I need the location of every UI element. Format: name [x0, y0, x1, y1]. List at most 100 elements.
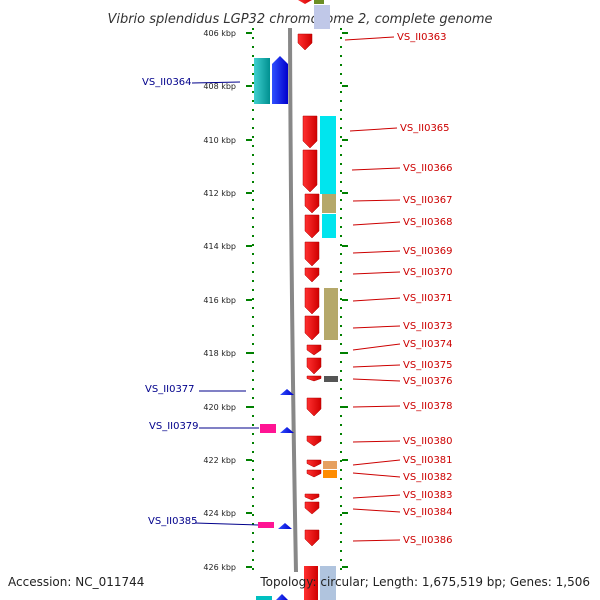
reverse-gene-arrow	[298, 0, 312, 4]
gene-label-leader-line	[352, 325, 401, 329]
gene-label[interactable]: VS_II0373	[403, 321, 453, 332]
forward-gene-arrow	[280, 427, 294, 433]
gene-label[interactable]: VS_II0385	[148, 516, 198, 527]
gene-label-leader-line	[349, 127, 398, 132]
orange-annotation-box	[323, 470, 337, 478]
pink-annotation-box	[260, 424, 276, 433]
gene-label[interactable]: VS_II0383	[403, 490, 453, 501]
gene-label-leader-line	[352, 539, 401, 542]
reverse-gene-arrow	[304, 193, 320, 214]
tick-label: 424 kbp	[203, 509, 236, 518]
reverse-gene-arrow	[304, 241, 320, 267]
reverse-gene-arrow	[306, 375, 322, 382]
reverse-gene-arrow	[304, 566, 318, 600]
tick-label: 422 kbp	[203, 456, 236, 465]
reverse-gene-arrow	[302, 115, 318, 149]
reverse-gene-arrow	[306, 357, 322, 375]
reverse-gene-arrow	[302, 149, 318, 193]
khaki-annotation-box	[324, 288, 338, 340]
gene-label-leader-line	[352, 271, 401, 275]
reverse-gene-arrow	[304, 529, 320, 547]
gene-label-leader-line	[191, 81, 241, 84]
cyan-annotation-box	[322, 214, 336, 238]
gene-label[interactable]: VS_II0375	[403, 360, 453, 371]
tick-label: 420 kbp	[203, 403, 236, 412]
orange-annotation-box	[323, 461, 337, 469]
gene-label[interactable]: VS_II0365	[400, 123, 450, 134]
gene-label-leader-line	[194, 522, 259, 526]
reverse-gene-arrow	[306, 344, 322, 356]
tick-label: 426 kbp	[203, 563, 236, 572]
reverse-gene-arrow	[306, 435, 322, 447]
grey-annotation-box	[320, 566, 336, 600]
gene-label[interactable]: VS_II0370	[403, 267, 453, 278]
reverse-gene-arrow	[306, 397, 322, 417]
gene-label[interactable]: VS_II0386	[403, 535, 453, 546]
gene-label[interactable]: VS_II0364	[142, 77, 192, 88]
tick-label: 418 kbp	[203, 349, 236, 358]
gene-label-leader-line	[352, 297, 401, 302]
gene-label-leader-line	[351, 167, 401, 171]
reverse-gene-arrow	[304, 267, 320, 283]
gene-label[interactable]: VS_II0384	[403, 507, 453, 518]
forward-gene-box	[254, 58, 270, 104]
gene-label-leader-line	[352, 250, 401, 254]
gene-label-leader-line	[352, 494, 401, 499]
gene-label[interactable]: VS_II0368	[403, 217, 453, 228]
gene-labels: VS_II0363 VS_II0364 VS_II0365 VS_II0366 VS_I…	[142, 32, 453, 546]
reverse-gene-arrow	[304, 214, 320, 239]
tick-labels: 406 kbp 408 kbp 410 kbp 412 kbp 414 kbp 416 k…	[203, 29, 348, 572]
gene-label[interactable]: VS_II0379	[149, 421, 199, 432]
gene-label-leader-line	[352, 508, 401, 513]
gene-label-leader-line	[352, 364, 401, 368]
grey-annotation-box	[324, 376, 338, 382]
tick-label: 414 kbp	[203, 242, 236, 251]
gene-label-leader-line	[352, 459, 401, 466]
gene-label-leader-line	[352, 472, 401, 478]
tick-label: 410 kbp	[203, 136, 236, 145]
olive-annotation-box	[314, 0, 324, 4]
gene-label-leader-line	[352, 343, 401, 351]
gene-label-leader-line	[344, 36, 395, 41]
gene-label[interactable]: VS_II0369	[403, 246, 453, 257]
gene-label[interactable]: VS_II0363	[397, 32, 447, 43]
pink-annotation-box	[258, 522, 274, 528]
gene-label[interactable]: VS_II0371	[403, 293, 453, 304]
gene-label-leader-line	[352, 199, 401, 202]
gene-label[interactable]: VS_II0374	[403, 339, 453, 350]
tick-label: 412 kbp	[203, 189, 236, 198]
gene-label-leader-line	[352, 221, 401, 226]
forward-gene-arrow	[278, 523, 292, 529]
tick-label: 408 kbp	[203, 82, 236, 91]
tick-label: 416 kbp	[203, 296, 236, 305]
gene-label[interactable]: VS_II0380	[403, 436, 453, 447]
gene-label[interactable]: VS_II0366	[403, 163, 453, 174]
gene-label-leader-line	[352, 378, 401, 382]
gene-label[interactable]: VS_II0377	[145, 384, 195, 395]
forward-gene-arrow	[280, 389, 294, 395]
khaki-annotation-box	[322, 194, 336, 213]
map-title: Vibrio splendidus LGP32 chromosome 2, co…	[107, 12, 492, 27]
gene-label[interactable]: VS_II0376	[403, 376, 453, 387]
gene-label[interactable]: VS_II0378	[403, 401, 453, 412]
accession-text: Accession: NC_011744	[8, 575, 144, 589]
reverse-gene-arrow	[304, 287, 320, 315]
reverse-gene-arrow	[304, 493, 320, 501]
reverse-gene-arrow	[304, 315, 320, 341]
gene-label[interactable]: VS_II0381	[403, 455, 453, 466]
reverse-gene-arrow	[304, 501, 320, 515]
gene-label[interactable]: VS_II0367	[403, 195, 453, 206]
gene-label[interactable]: VS_II0382	[403, 472, 453, 483]
forward-gene-box	[256, 596, 272, 600]
forward-gene-arrow	[272, 56, 288, 104]
reverse-gene-arrow	[297, 33, 313, 51]
gene-features	[254, 0, 338, 600]
tick-label: 406 kbp	[203, 29, 236, 38]
reverse-gene-arrow	[306, 459, 322, 468]
chromosome-backbone	[288, 27, 298, 573]
grey-annotation-box	[314, 5, 330, 29]
forward-gene-arrow	[276, 594, 288, 600]
cyan-annotation-box	[320, 116, 336, 194]
genome-summary-text: Topology: circular; Length: 1,675,519 bp…	[259, 575, 590, 589]
